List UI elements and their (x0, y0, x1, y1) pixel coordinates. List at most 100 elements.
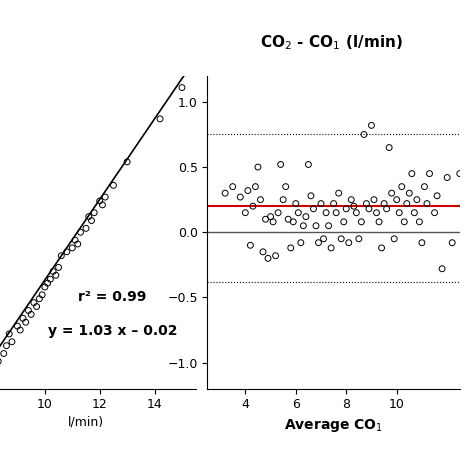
Point (262, 216, 269, 223)
Point (46, 275, 54, 283)
Point (398, 183, 406, 191)
Point (357, 218, 365, 226)
Point (55, 264, 63, 271)
Point (350, 202, 357, 210)
Point (342, 205, 350, 213)
Point (229, 183, 237, 191)
Point (385, 144, 393, 151)
Point (74, 240, 82, 248)
Point (77, 228, 84, 236)
Point (391, 235, 398, 243)
Point (443, 174, 451, 182)
Point (123, 158, 131, 166)
Point (294, 209, 302, 217)
Point (8, 338, 16, 346)
Point (88, 217, 95, 224)
Point (307, 192, 315, 200)
Point (156, 115, 164, 123)
Point (408, 170, 416, 177)
Point (49, 267, 57, 275)
Point (448, 239, 456, 246)
Point (287, 244, 294, 252)
Point (14, 322, 21, 330)
Point (431, 209, 438, 217)
Point (426, 170, 433, 177)
Point (277, 161, 284, 168)
Point (337, 235, 345, 243)
Point (378, 244, 385, 252)
Point (312, 222, 320, 229)
Point (91, 209, 98, 217)
Point (279, 196, 287, 203)
Point (246, 242, 254, 249)
Point (30, 299, 37, 307)
Point (292, 200, 300, 208)
Point (178, 84, 186, 91)
Text: CO$_2$ - CO$_1$ (l/min): CO$_2$ - CO$_1$ (l/min) (260, 33, 403, 52)
Point (393, 196, 401, 203)
Point (320, 235, 328, 243)
Point (52, 272, 60, 279)
Point (403, 200, 410, 208)
Point (297, 239, 305, 246)
Point (395, 209, 403, 217)
Point (264, 255, 272, 262)
Point (363, 200, 370, 208)
Point (274, 209, 282, 217)
Point (353, 209, 360, 217)
Point (0, 357, 2, 365)
Point (257, 196, 264, 203)
Point (44, 279, 51, 287)
Point (221, 190, 229, 197)
Point (388, 190, 395, 197)
Point (272, 252, 279, 260)
Point (249, 202, 257, 210)
Point (290, 218, 297, 226)
Point (244, 187, 252, 194)
Point (317, 200, 325, 208)
Point (38, 291, 46, 299)
X-axis label: Average CO$_1$: Average CO$_1$ (284, 417, 383, 434)
Point (63, 248, 71, 255)
Point (57, 252, 65, 260)
Point (345, 239, 353, 246)
Point (259, 248, 267, 255)
Point (5, 330, 13, 337)
Point (410, 209, 418, 217)
Point (438, 265, 446, 273)
Point (401, 218, 408, 226)
Point (347, 196, 355, 203)
Point (423, 200, 431, 208)
Point (237, 193, 244, 201)
Point (330, 200, 337, 208)
Point (325, 222, 332, 229)
Point (3, 342, 10, 349)
Point (383, 205, 391, 213)
Point (340, 218, 347, 226)
Point (33, 303, 40, 310)
Point (365, 205, 373, 213)
Point (96, 197, 103, 205)
Text: y = 1.03 x – 0.02: y = 1.03 x – 0.02 (47, 325, 177, 338)
Point (368, 122, 375, 129)
Point (109, 182, 117, 189)
Point (254, 164, 262, 171)
Point (85, 213, 92, 220)
Point (335, 190, 343, 197)
X-axis label: l/min): l/min) (68, 416, 104, 428)
Point (380, 200, 388, 208)
Point (41, 283, 49, 291)
Point (315, 239, 322, 246)
Point (456, 170, 464, 177)
Text: r² = 0.99: r² = 0.99 (78, 290, 146, 304)
Point (36, 295, 43, 302)
Point (322, 209, 330, 217)
Point (300, 222, 307, 229)
Point (22, 319, 29, 326)
Point (328, 244, 335, 252)
Point (82, 225, 90, 232)
Point (284, 216, 292, 223)
Point (99, 201, 106, 209)
Point (310, 205, 317, 213)
Point (19, 315, 27, 322)
